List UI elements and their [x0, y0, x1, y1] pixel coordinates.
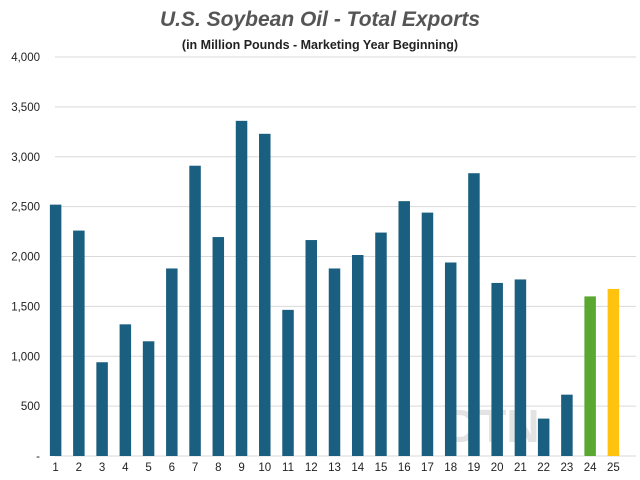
x-tick-label: 9: [238, 462, 244, 474]
x-tick-label: 16: [398, 462, 411, 474]
bar-14: [351, 255, 364, 456]
x-tick-label: 21: [514, 462, 527, 474]
x-tick-label: 12: [305, 462, 318, 474]
bar-7: [189, 165, 201, 457]
bar-2: [73, 230, 85, 456]
gridlines: [55, 56, 636, 457]
x-tick-label: 6: [169, 462, 175, 474]
y-tick-label: 2,500: [11, 202, 40, 214]
y-tick-label: 2,000: [11, 252, 40, 264]
bar-6: [166, 268, 178, 456]
x-tick-label: 2: [76, 462, 82, 474]
x-tick-label: 19: [468, 462, 481, 474]
bar-15: [375, 232, 387, 456]
x-tick-label: 25: [607, 462, 620, 474]
bar-18: [444, 262, 457, 456]
bar-9: [235, 120, 248, 456]
bar-10: [259, 133, 271, 456]
x-tick-label: 17: [421, 462, 434, 474]
y-axis-ticks: - 500 1,000 1,500 2,000 2,500 3,000 3,500 4,000: [11, 52, 40, 463]
bars: [49, 120, 620, 457]
bar-17: [421, 212, 434, 456]
bar-21: [514, 279, 527, 456]
bar-8: [212, 237, 225, 456]
x-tick-label: 10: [258, 462, 271, 474]
x-tick-label: 1: [52, 462, 58, 474]
y-tick-label: 3,500: [11, 102, 40, 114]
x-tick-label: 8: [215, 462, 221, 474]
bar-25: [607, 288, 620, 456]
x-tick-label: 14: [351, 462, 364, 474]
chart-subtitle: (in Million Pounds - Marketing Year Begi…: [181, 38, 459, 52]
y-tick-label: 1,000: [11, 351, 40, 363]
x-tick-label: 24: [584, 462, 597, 474]
x-tick-label: 4: [122, 462, 129, 474]
x-tick-label: 15: [375, 462, 388, 474]
bar-20: [491, 282, 503, 456]
x-tick-label: 13: [328, 462, 341, 474]
x-tick-label: 3: [99, 462, 105, 474]
bar-16: [398, 201, 410, 456]
bar-22: [537, 418, 550, 456]
x-axis-ticks: 1 2 3 4 5 6 7 8 9 10 11 12 13 14 15 16 17 18 19 20 21 22 23 24 2…: [52, 462, 619, 474]
bar-3: [96, 362, 108, 456]
bar-19: [468, 173, 480, 457]
y-tick-label: 1,500: [11, 301, 40, 313]
bar-12: [305, 240, 318, 456]
x-tick-label: 5: [145, 462, 151, 474]
y-tick-label: 4,000: [11, 52, 40, 64]
y-tick-label: -: [36, 451, 40, 463]
bar-24: [584, 296, 596, 456]
x-tick-label: 20: [491, 462, 504, 474]
y-tick-label: 3,000: [11, 152, 40, 164]
bar-13: [328, 268, 341, 456]
chart-title: U.S. Soybean Oil - Total Exports: [159, 8, 481, 31]
bar-5: [142, 341, 155, 456]
bar-4: [119, 324, 132, 456]
y-tick-label: 500: [21, 401, 40, 413]
x-tick-label: 18: [444, 462, 457, 474]
x-tick-label: 11: [282, 462, 294, 474]
x-tick-label: 22: [537, 462, 550, 474]
bar-1: [49, 204, 62, 456]
bar-23: [561, 394, 573, 456]
x-tick-label: 23: [561, 462, 574, 474]
bar-11: [282, 309, 294, 456]
x-tick-label: 7: [192, 462, 198, 474]
